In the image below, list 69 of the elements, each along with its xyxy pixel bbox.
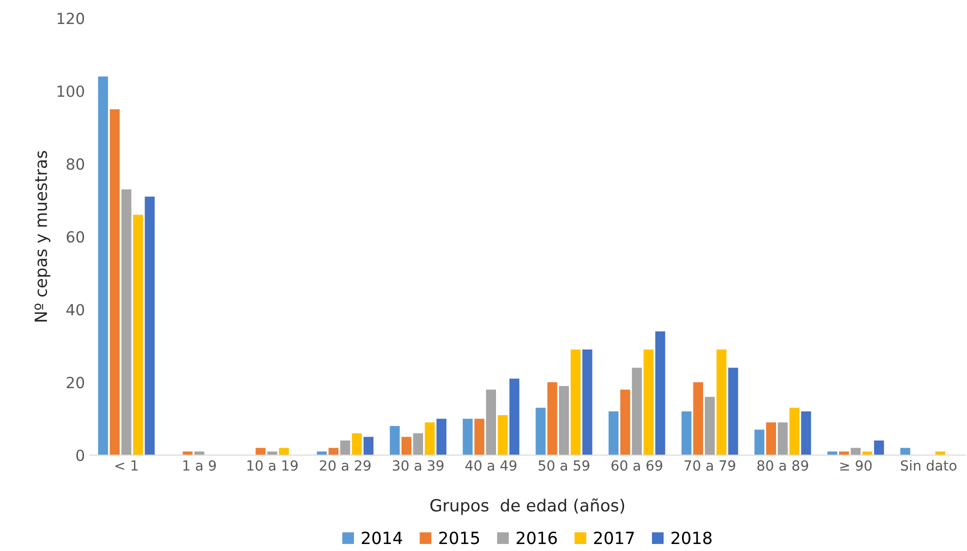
bar [704, 396, 715, 456]
y-tick-label: 40 [66, 304, 84, 316]
y-axis-title: Nº cepas y muestras [34, 150, 50, 322]
bar [570, 350, 581, 456]
bar [98, 76, 108, 456]
bar [766, 422, 776, 456]
bar [754, 430, 764, 456]
bar [474, 418, 484, 456]
bar [716, 350, 726, 456]
legend-label: 2014 [362, 532, 402, 544]
bar [608, 411, 619, 456]
bar [110, 109, 120, 456]
y-tick-label: 80 [66, 158, 84, 170]
legend-label: 2015 [439, 532, 479, 544]
bar [133, 214, 144, 456]
legend-label: 2017 [594, 532, 634, 544]
bar [620, 390, 630, 456]
bar [632, 368, 642, 456]
y-tick-label: 20 [66, 376, 84, 388]
bar [655, 331, 666, 456]
bar [436, 418, 446, 456]
y-tick-label: 0 [76, 450, 84, 462]
x-tick-label: 50 a 59 [538, 460, 590, 471]
y-tick-label: 60 [66, 231, 84, 243]
bar [328, 448, 338, 456]
x-tick-label: 30 a 39 [392, 460, 444, 471]
x-tick-label: 60 a 69 [612, 460, 662, 471]
bar [644, 350, 654, 456]
bar [789, 408, 800, 456]
legend-label: 2016 [516, 532, 557, 544]
bar [801, 411, 812, 456]
bar [364, 436, 374, 456]
bar [498, 415, 508, 456]
bar [682, 411, 692, 456]
x-axis-title: Grupos de edad (años) [430, 498, 624, 515]
x-tick-label: 70 a 79 [684, 460, 736, 471]
bar [340, 440, 350, 456]
bar [509, 378, 520, 456]
x-tick-label: 20 a 29 [320, 460, 371, 471]
y-tick-label: 120 [58, 12, 84, 24]
bar [278, 448, 289, 456]
x-tick-label: 1 a 9 [183, 460, 216, 471]
x-tick-label: 10 a 19 [247, 460, 298, 471]
bar [693, 382, 704, 456]
bar [850, 448, 861, 456]
bar [256, 448, 266, 456]
x-tick-label: Sin dato [900, 460, 956, 471]
y-tick-label: 100 [58, 85, 84, 98]
bar [413, 433, 424, 456]
x-tick-label: < 1 [115, 460, 138, 471]
bar [547, 382, 558, 456]
x-tick-label: 80 a 89 [757, 460, 808, 471]
bar [778, 422, 788, 456]
bar [582, 350, 592, 456]
bar [352, 433, 362, 456]
bar [728, 368, 738, 456]
bar [462, 418, 473, 456]
legend-label: 2018 [672, 532, 712, 544]
bar [874, 440, 884, 456]
bar [424, 422, 435, 456]
bar [486, 390, 496, 456]
x-tick-label: 40 a 49 [465, 460, 516, 471]
x-tick-label: ≥ 90 [840, 460, 872, 471]
bar [401, 436, 412, 456]
bar [144, 196, 155, 456]
bar [121, 189, 132, 456]
bar [536, 408, 546, 456]
bar [390, 426, 400, 456]
bar [559, 386, 569, 456]
